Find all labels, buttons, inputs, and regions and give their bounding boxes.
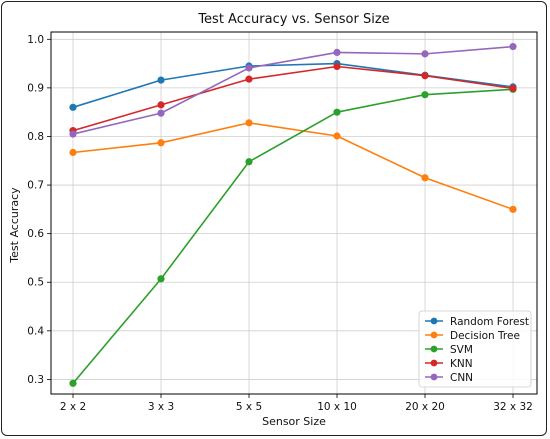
- x-tick-label: 20 x 20: [405, 401, 445, 413]
- ticks-layer: 2 x 2 3 x 3 5 x 5 10 x 10 20 x 20 32 x 32 0.3 0…: [27, 34, 533, 413]
- data-point: [245, 64, 253, 72]
- legend-swatch-marker: [430, 373, 438, 381]
- x-tick-label: 3 x 3: [148, 401, 174, 413]
- data-point: [157, 139, 165, 147]
- series-line: [72, 62, 514, 109]
- data-point: [157, 109, 165, 117]
- plot-area-border: [50, 31, 538, 395]
- data-point: [69, 103, 77, 111]
- legend-box: [418, 310, 532, 388]
- data-point: [421, 72, 429, 80]
- legend-label: SVM: [450, 344, 473, 356]
- data-point: [421, 50, 429, 58]
- legend-swatch-marker: [430, 359, 438, 367]
- legend-swatch-marker: [430, 317, 438, 325]
- data-point: [69, 130, 77, 138]
- data-point: [69, 148, 77, 157]
- series-layer: [69, 42, 517, 387]
- data-point: [421, 91, 429, 99]
- y-axis-label: Test Accuracy: [8, 187, 21, 264]
- x-tick-label: 5 x 5: [236, 401, 262, 413]
- data-point: [157, 275, 165, 283]
- data-point: [333, 108, 341, 116]
- data-point: [333, 132, 341, 140]
- series-decision-tree: [69, 119, 517, 213]
- data-point: [333, 62, 341, 71]
- legend-swatch-marker: [430, 331, 438, 339]
- legend-label: CNN: [450, 372, 473, 384]
- series-random-forest: [69, 59, 517, 111]
- data-point: [509, 205, 517, 213]
- x-tick-label: 2 x 2: [60, 401, 86, 413]
- legend-label: Decision Tree: [450, 330, 520, 342]
- y-tick-label: 0.3: [27, 374, 44, 386]
- data-point: [421, 174, 429, 182]
- data-point: [245, 75, 253, 83]
- legend-swatch-marker: [430, 345, 438, 353]
- data-point: [157, 101, 165, 109]
- series-line: [72, 122, 514, 211]
- y-tick-label: 0.4: [27, 325, 44, 337]
- data-point: [157, 76, 165, 84]
- legend-label: KNN: [450, 358, 473, 370]
- y-tick-label: 0.5: [27, 277, 44, 289]
- data-point: [69, 379, 77, 387]
- legend: Random Forest Decision Tree SVM KNN CNN: [418, 310, 532, 388]
- y-tick-label: 0.8: [27, 131, 44, 143]
- series-knn: [69, 62, 517, 135]
- data-point: [245, 158, 253, 166]
- series-line: [72, 88, 514, 384]
- data-point: [333, 48, 341, 57]
- series-line: [72, 65, 514, 132]
- y-tick-label: 0.6: [27, 228, 44, 240]
- x-tick-label: 10 x 10: [317, 401, 357, 413]
- data-point: [245, 119, 253, 127]
- y-tick-label: 0.7: [27, 180, 44, 192]
- chart-title: Test Accuracy vs. Sensor Size: [197, 12, 389, 27]
- x-tick-label: 32 x 32: [493, 401, 533, 413]
- series-line: [72, 45, 514, 135]
- data-point: [509, 84, 517, 92]
- y-tick-label: 0.9: [27, 82, 44, 94]
- data-point: [509, 42, 517, 51]
- series-cnn: [69, 42, 517, 138]
- y-tick-label: 1.0: [27, 34, 44, 46]
- x-axis-label: Sensor Size: [262, 415, 326, 428]
- legend-label: Random Forest: [450, 316, 529, 328]
